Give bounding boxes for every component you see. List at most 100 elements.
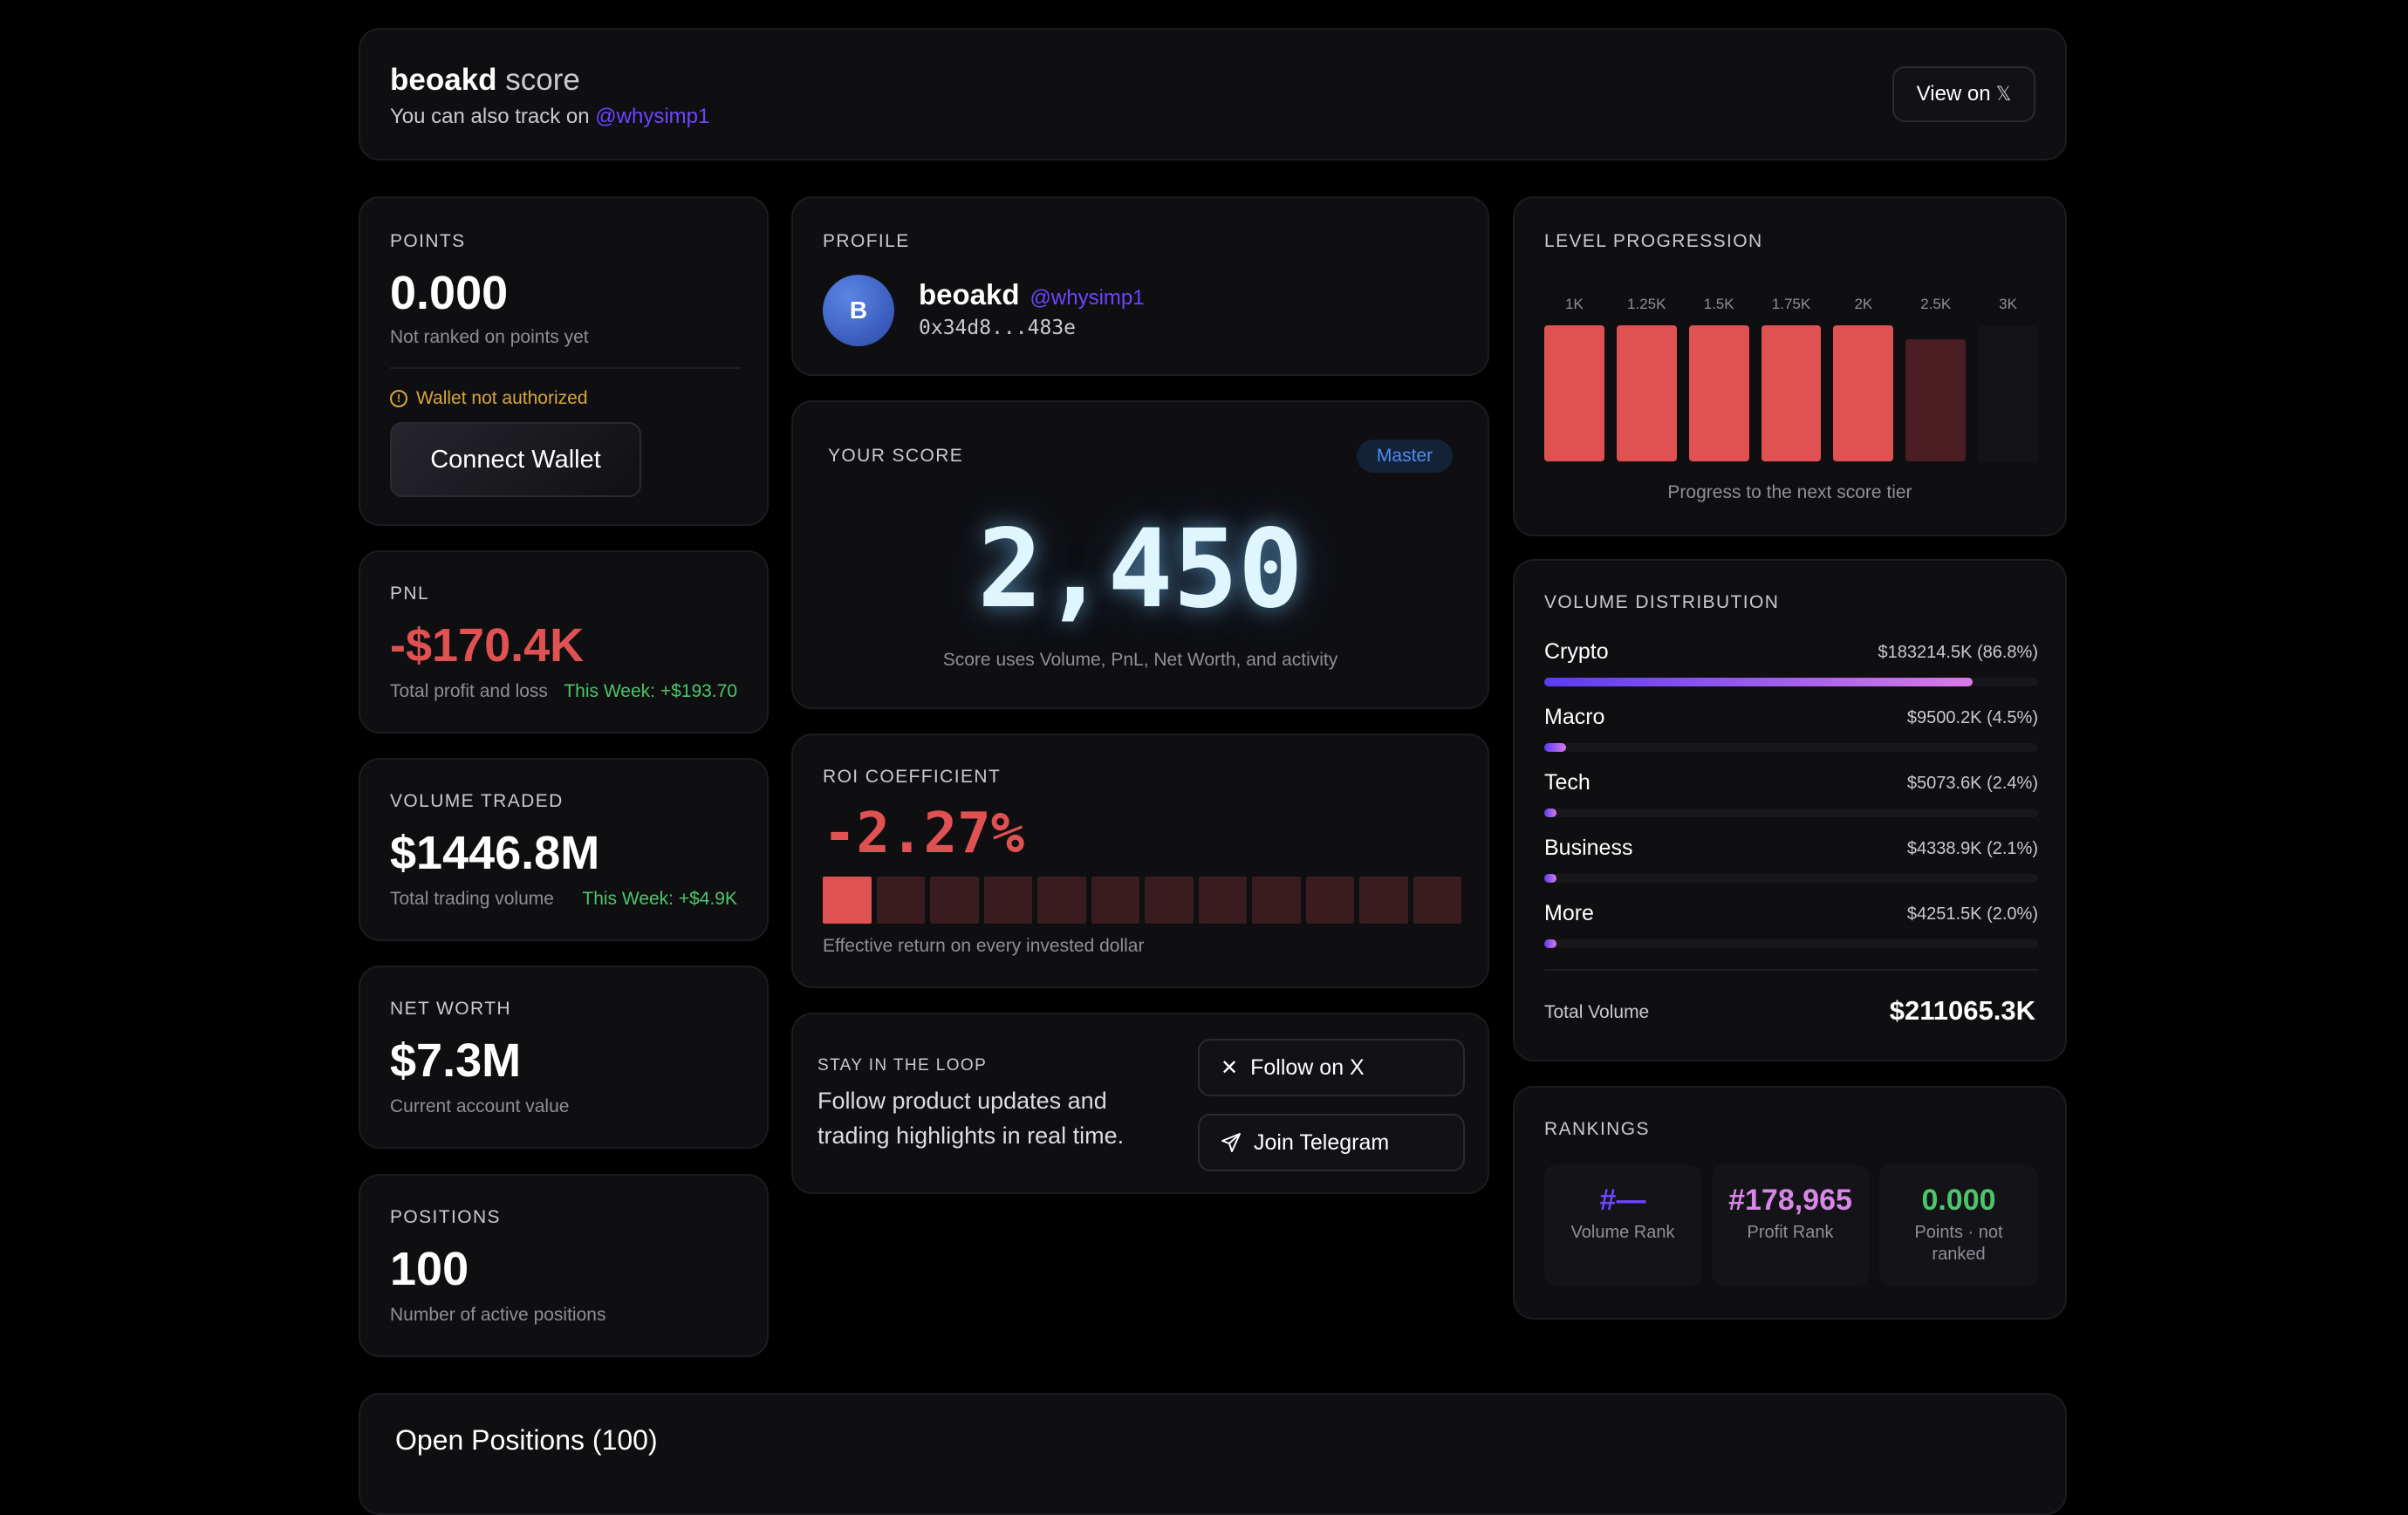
profile-handle[interactable]: @whysimp1 bbox=[1030, 286, 1145, 310]
distribution-item-name: Macro bbox=[1544, 705, 1605, 729]
roi-value: -2.27% bbox=[823, 802, 1025, 866]
networth-caption: Current account value bbox=[390, 1096, 570, 1116]
pnl-value: -$170.4K bbox=[390, 619, 585, 672]
roi-segment bbox=[876, 877, 925, 924]
distribution-item-name: Tech bbox=[1544, 770, 1591, 795]
view-button-label: View on bbox=[1916, 82, 1991, 106]
distribution-bar-track bbox=[1544, 743, 2038, 752]
pnl-caption: Total profit and loss bbox=[390, 681, 548, 701]
volume-card: VOLUME TRADED $1446.8M Total trading vol… bbox=[359, 758, 769, 941]
pnl-card: PNL -$170.4K Total profit and loss This … bbox=[359, 550, 769, 734]
header-card: beoakd score You can also track on @whys… bbox=[359, 28, 2067, 160]
distribution-item-value: $183214.5K (86.8%) bbox=[1878, 643, 2038, 662]
subtitle: You can also track on @whysimp1 bbox=[390, 105, 709, 129]
level-bars: 1K 1.25K 1.5K 1.75K 2K 2.5K 3K bbox=[1544, 296, 2038, 461]
rankings-label: RANKINGS bbox=[1544, 1119, 1650, 1139]
send-plane-icon bbox=[1221, 1133, 1241, 1152]
level-bar bbox=[1688, 325, 1749, 461]
username-title: beoakd bbox=[390, 63, 497, 97]
roi-segment bbox=[1252, 877, 1301, 924]
points-value: 0.000 bbox=[390, 267, 509, 319]
roi-segment bbox=[1091, 877, 1139, 924]
level-tick-label: 1K bbox=[1565, 296, 1584, 312]
tier-badge: Master bbox=[1357, 440, 1453, 473]
volume-value: $1446.8M bbox=[390, 827, 600, 879]
score-value: 2,450 bbox=[977, 507, 1303, 632]
points-caption: Not ranked on points yet bbox=[390, 327, 589, 347]
loop-text-line1: Follow product updates and bbox=[817, 1088, 1107, 1114]
positions-value: 100 bbox=[390, 1243, 469, 1295]
level-bar bbox=[1616, 325, 1677, 461]
join-telegram-button[interactable]: Join Telegram bbox=[1198, 1114, 1465, 1171]
distribution-item-value: $9500.2K (4.5%) bbox=[1906, 708, 2038, 727]
distribution-bar-fill bbox=[1544, 809, 1556, 817]
volume-rank-value: #— bbox=[1599, 1184, 1646, 1217]
roi-segment bbox=[1145, 877, 1194, 924]
telegram-label: Join Telegram bbox=[1254, 1129, 1390, 1155]
level-bar bbox=[1833, 325, 1894, 461]
positions-caption: Number of active positions bbox=[390, 1305, 606, 1325]
distribution-bar-track bbox=[1544, 678, 2038, 686]
distribution-item-value: $5073.6K (2.4%) bbox=[1906, 774, 2038, 793]
points-rank-value: 0.000 bbox=[1921, 1184, 1996, 1217]
warning-text: Wallet not authorized bbox=[416, 388, 588, 408]
networth-label: NET WORTH bbox=[390, 999, 511, 1019]
networth-card: NET WORTH $7.3M Current account value bbox=[359, 966, 769, 1149]
page-title: beoakd score bbox=[390, 63, 580, 98]
follow-label: Follow on X bbox=[1250, 1054, 1365, 1080]
roi-segment bbox=[1037, 877, 1086, 924]
distribution-item-value: $4251.5K (2.0%) bbox=[1906, 904, 2038, 924]
handle-link[interactable]: @whysimp1 bbox=[595, 105, 710, 128]
distribution-list: Crypto $183214.5K (86.8%) Macro $9500.2K (4… bbox=[1544, 639, 2038, 962]
profile-label: PROFILE bbox=[823, 231, 910, 251]
divider bbox=[390, 367, 741, 369]
level-caption: Progress to the next score tier bbox=[1667, 482, 1912, 502]
networth-value: $7.3M bbox=[390, 1034, 522, 1087]
profit-rank-tile: #178,965 Profit Rank bbox=[1712, 1164, 1869, 1286]
level-bar bbox=[1544, 325, 1604, 461]
roi-card: ROI COEFFICIENT -2.27% Effective return … bbox=[791, 734, 1489, 988]
volume-caption: Total trading volume bbox=[390, 889, 554, 909]
distribution-bar-fill bbox=[1544, 743, 1567, 752]
distribution-bar-track bbox=[1544, 809, 2038, 817]
roi-segment bbox=[1413, 877, 1461, 924]
divider bbox=[1544, 969, 2038, 971]
score-label: YOUR SCORE bbox=[828, 446, 964, 466]
profit-rank-value: #178,965 bbox=[1728, 1184, 1852, 1217]
roi-segment-bar bbox=[823, 877, 1461, 924]
level-bar bbox=[1905, 339, 1967, 461]
wallet-address: 0x34d8...483e bbox=[919, 317, 1077, 339]
view-on-x-button[interactable]: View on 𝕏 bbox=[1892, 66, 2035, 122]
connect-wallet-button[interactable]: Connect Wallet bbox=[390, 422, 641, 497]
score-card: YOUR SCORE Master 2,450 Score uses Volum… bbox=[791, 400, 1489, 709]
positions-label: POSITIONS bbox=[390, 1207, 501, 1227]
level-card: LEVEL PROGRESSION 1K 1.25K 1.5K 1.75K 2K 2.5K… bbox=[1513, 196, 2067, 536]
level-tick-label: 1.75K bbox=[1771, 296, 1811, 312]
distribution-bar-fill bbox=[1544, 678, 1974, 686]
close-x-icon: ✕ bbox=[1221, 1055, 1239, 1080]
level-label: LEVEL PROGRESSION bbox=[1544, 231, 1763, 251]
points-rank-caption-1: Points · not bbox=[1914, 1223, 2003, 1242]
volume-week: This Week: +$4.9K bbox=[582, 889, 737, 909]
points-rank-tile: 0.000 Points · not ranked bbox=[1879, 1164, 2038, 1286]
level-tick-label: 2.5K bbox=[1920, 296, 1952, 312]
points-label: POINTS bbox=[390, 231, 466, 251]
roi-segment bbox=[930, 877, 979, 924]
roi-segment bbox=[1359, 877, 1408, 924]
distribution-bar-fill bbox=[1544, 874, 1556, 883]
total-volume-label: Total Volume bbox=[1544, 1002, 1650, 1022]
follow-on-x-button[interactable]: ✕ Follow on X bbox=[1198, 1039, 1465, 1096]
points-card: POINTS 0.000 Not ranked on points yet ! … bbox=[359, 196, 769, 526]
points-rank-caption-2: ranked bbox=[1932, 1245, 1986, 1264]
volume-label: VOLUME TRADED bbox=[390, 791, 564, 811]
distribution-bar-fill bbox=[1544, 939, 1556, 948]
level-bar bbox=[1761, 325, 1822, 461]
roi-caption: Effective return on every invested dolla… bbox=[823, 936, 1145, 956]
level-tick-label: 1.5K bbox=[1703, 296, 1734, 312]
x-logo-icon: 𝕏 bbox=[1995, 83, 2012, 105]
rankings-card: RANKINGS #— Volume Rank #178,965 Profit … bbox=[1513, 1086, 2067, 1320]
volume-rank-tile: #— Volume Rank bbox=[1544, 1164, 1701, 1286]
roi-segment bbox=[1305, 877, 1354, 924]
loop-card: STAY IN THE LOOP Follow product updates … bbox=[791, 1013, 1489, 1194]
loop-text-line2: trading highlights in real time. bbox=[817, 1123, 1125, 1149]
